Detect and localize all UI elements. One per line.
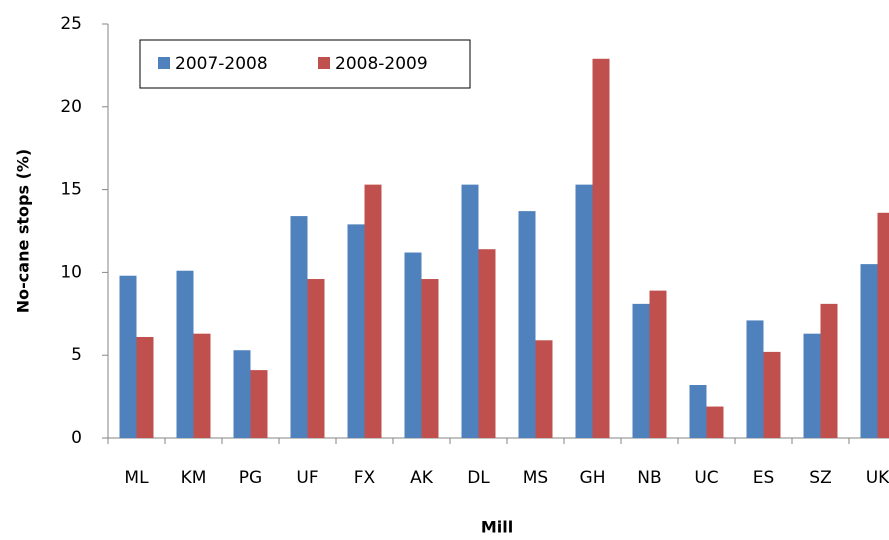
- x-tick-label: ML: [124, 468, 149, 488]
- bar: [706, 406, 724, 438]
- bar: [478, 249, 496, 438]
- bar: [632, 303, 650, 438]
- bar: [421, 279, 439, 438]
- x-tick-label: SZ: [809, 468, 831, 488]
- bar: [193, 333, 211, 438]
- y-tick-label: 25: [60, 14, 82, 34]
- bar: [136, 336, 154, 438]
- bar: [763, 351, 781, 438]
- bar: [860, 264, 878, 438]
- bar: [233, 350, 251, 438]
- bar: [877, 212, 889, 438]
- y-tick-label: 20: [60, 97, 82, 117]
- x-tick-label: GH: [580, 468, 606, 488]
- y-axis-title: No-cane stops (%): [14, 149, 33, 313]
- x-tick-label: MS: [523, 468, 548, 488]
- bar: [803, 333, 821, 438]
- x-tick-label: UK: [866, 468, 889, 488]
- bar: [746, 320, 764, 438]
- bar: [250, 370, 268, 438]
- legend-label: 2007-2008: [175, 54, 268, 74]
- x-tick-label: NB: [637, 468, 661, 488]
- bar: [347, 224, 365, 438]
- bar: [364, 184, 382, 438]
- bar: [820, 303, 838, 438]
- legend-box: [139, 39, 471, 89]
- x-axis-title: Mill: [481, 518, 513, 537]
- x-tick-label: UC: [694, 468, 718, 488]
- bar: [689, 385, 707, 438]
- bar: [649, 290, 667, 438]
- x-tick-label: UF: [296, 468, 318, 488]
- bar: [307, 279, 325, 438]
- y-tick-label: 5: [71, 345, 82, 365]
- legend-swatch: [158, 57, 170, 69]
- x-tick-label: AK: [410, 468, 434, 488]
- legend-label: 2008-2009: [335, 54, 428, 74]
- bar: [518, 211, 536, 438]
- bar: [404, 252, 422, 438]
- x-tick-label: DL: [467, 468, 490, 488]
- bar: [535, 340, 553, 438]
- bar: [290, 216, 308, 438]
- bar: [176, 270, 194, 438]
- bar: [461, 184, 479, 438]
- x-tick-label: FX: [354, 468, 376, 488]
- bar: [119, 275, 137, 438]
- bar: [592, 58, 610, 438]
- x-tick-label: ES: [753, 468, 775, 488]
- y-tick-label: 0: [71, 428, 82, 448]
- x-tick-label: PG: [239, 468, 262, 488]
- legend-swatch: [318, 57, 330, 69]
- x-tick-label: KM: [181, 468, 207, 488]
- y-tick-label: 10: [60, 262, 82, 282]
- bar: [575, 184, 593, 438]
- y-tick-label: 15: [60, 180, 82, 200]
